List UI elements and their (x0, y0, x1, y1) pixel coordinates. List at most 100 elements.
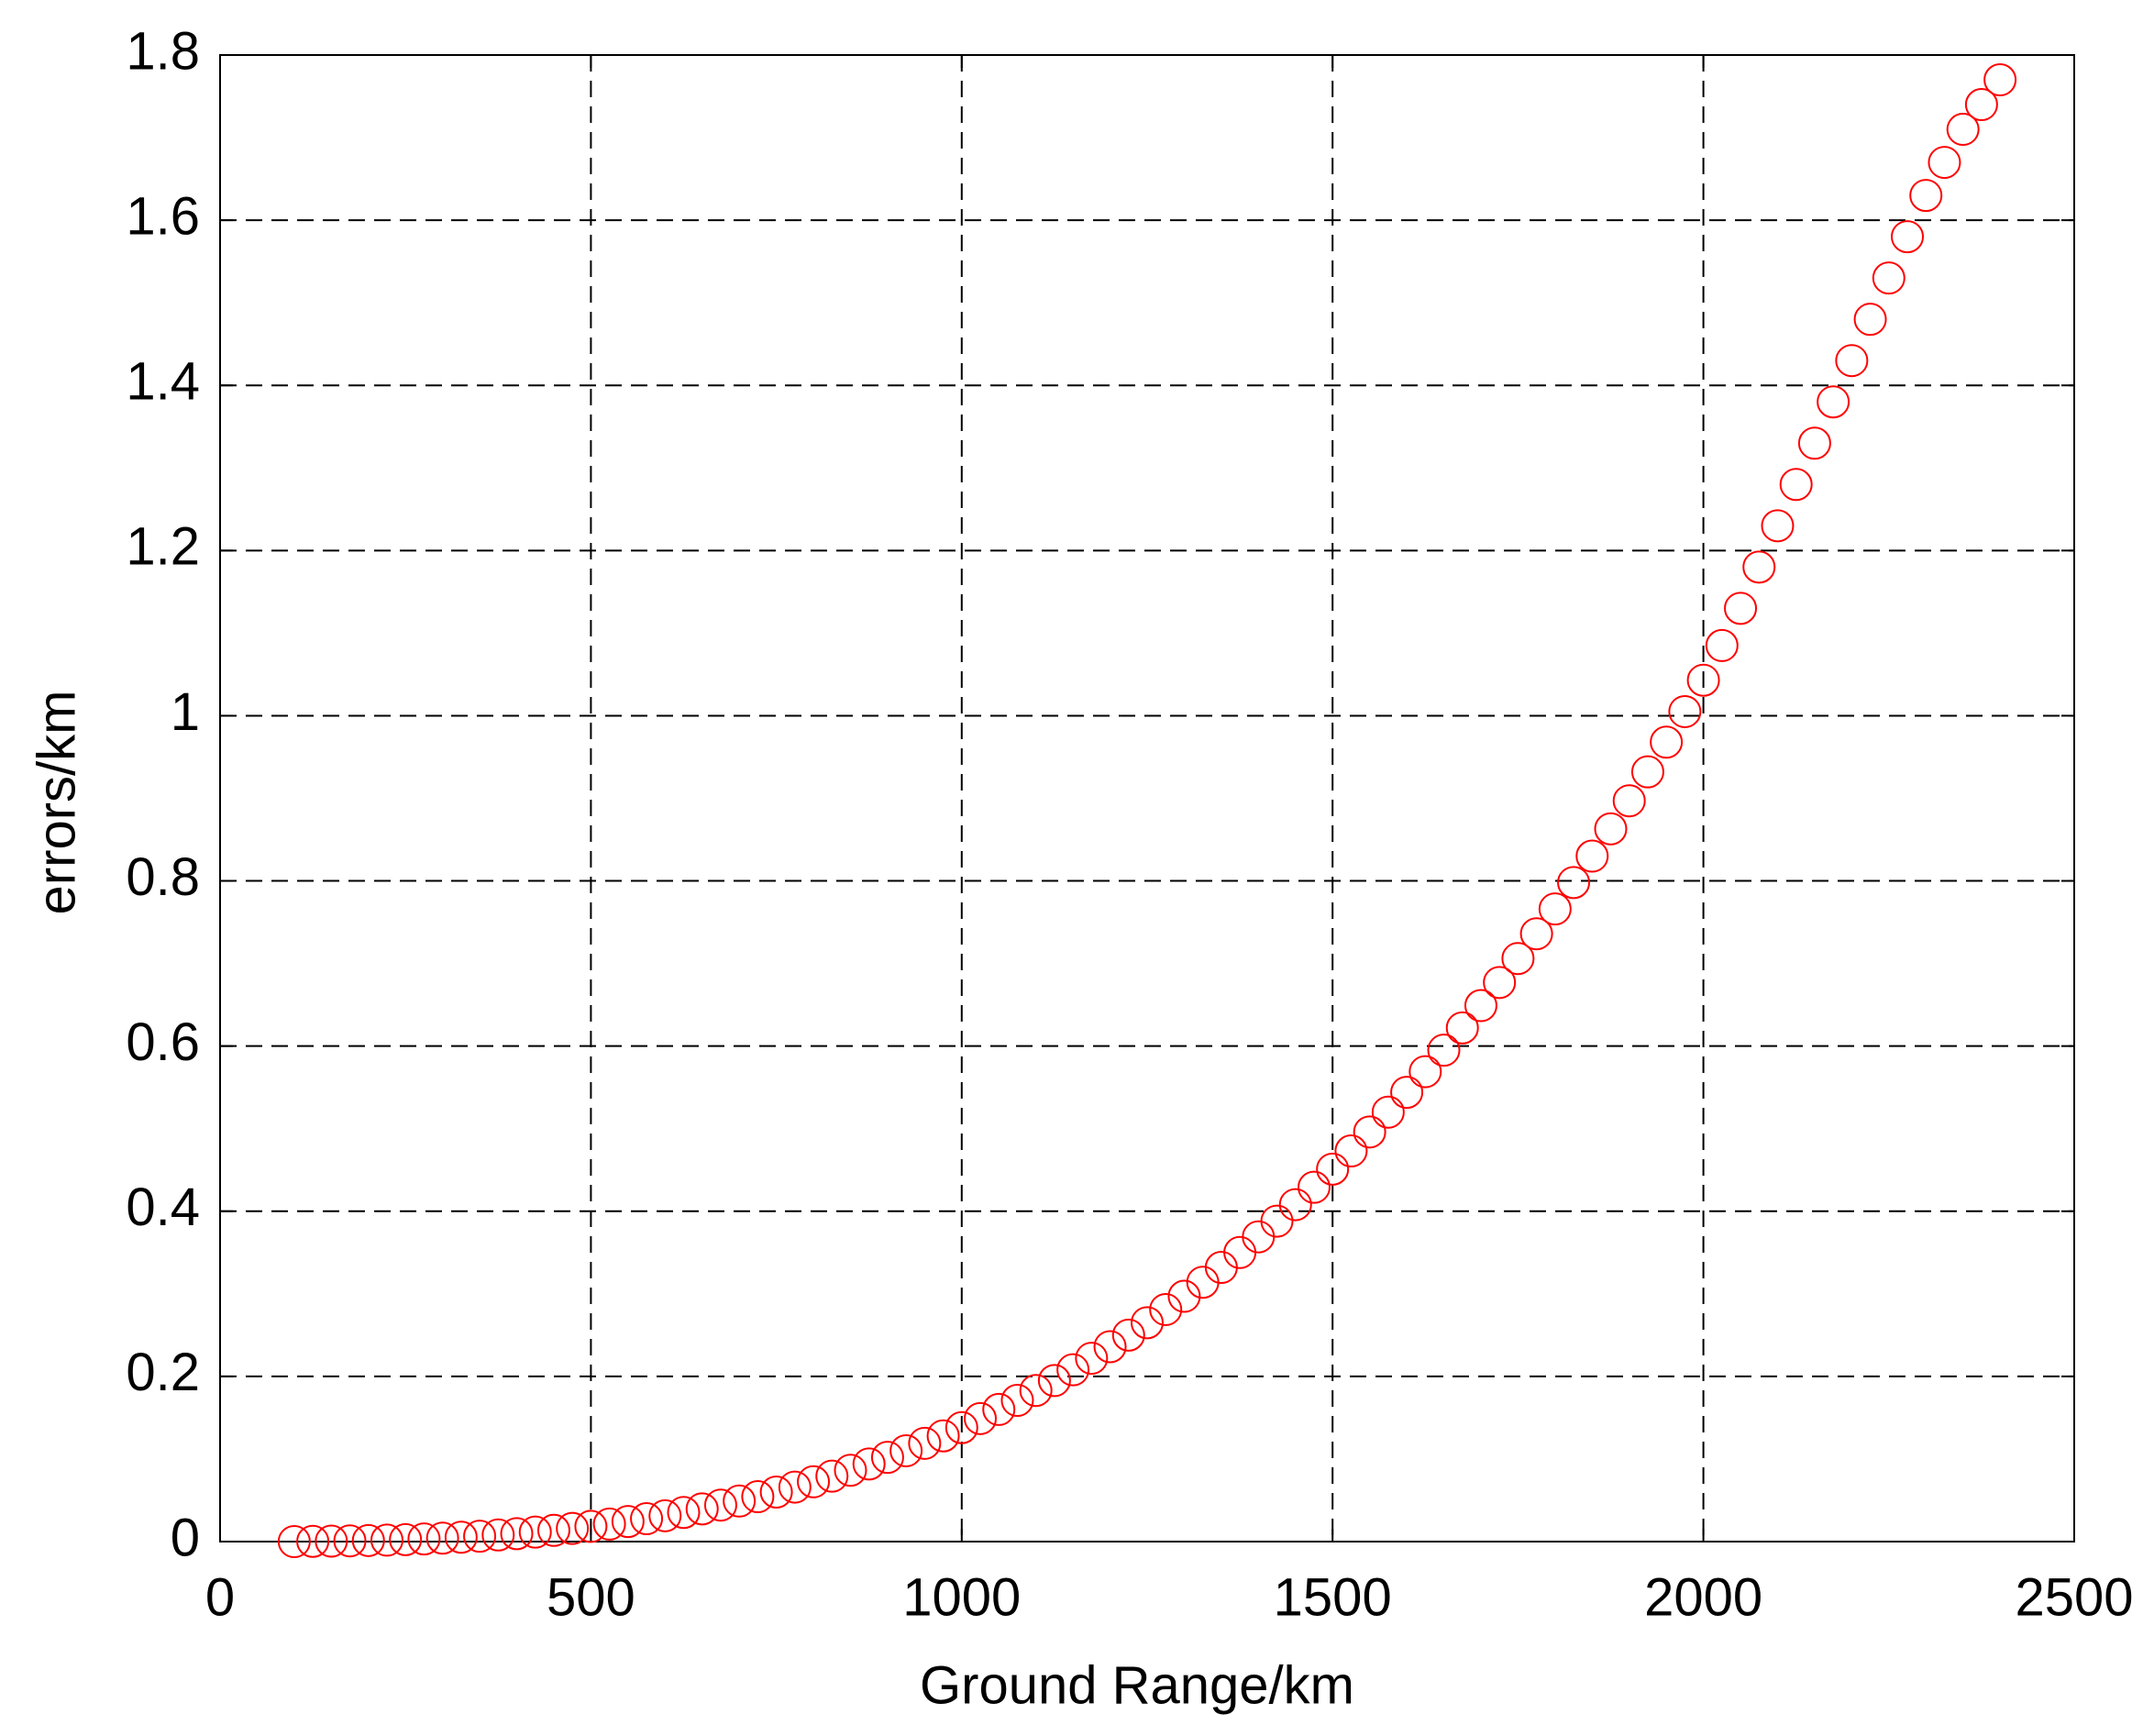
scatter-point (500, 1517, 534, 1551)
scatter-point (1928, 146, 1961, 180)
scatter-point (1983, 63, 2017, 97)
scatter-point (1630, 755, 1664, 789)
scatter-point (1075, 1342, 1109, 1376)
scatter-point (1612, 784, 1646, 818)
scatter-point (834, 1454, 867, 1487)
plot-frame (219, 54, 2075, 1542)
scatter-point (1037, 1364, 1071, 1398)
scatter-point (536, 1513, 570, 1547)
scatter-point (296, 1524, 330, 1558)
scatter-point (444, 1520, 478, 1554)
scatter-point (1909, 179, 1943, 213)
scatter-point (797, 1465, 831, 1498)
scatter-point (870, 1441, 904, 1475)
scatter-point (703, 1488, 737, 1522)
x-tick-label: 1000 (902, 1567, 1021, 1627)
scatter-point (667, 1496, 701, 1530)
scatter-point (1353, 1115, 1386, 1149)
x-tick-label: 2000 (1644, 1567, 1762, 1627)
scatter-point (1483, 966, 1517, 1000)
scatter-point (964, 1401, 998, 1435)
scatter-point (1131, 1306, 1164, 1340)
scatter-point (1519, 917, 1553, 951)
scatter-point (611, 1505, 645, 1539)
scatter-point (1056, 1353, 1090, 1387)
scatter-point (889, 1433, 923, 1467)
y-tick-label: 1.4 (126, 352, 200, 412)
scatter-point (685, 1492, 719, 1526)
scatter-point (574, 1509, 608, 1543)
scatter-point (1538, 892, 1572, 926)
y-tick-label: 1 (171, 682, 200, 742)
scatter-point (630, 1502, 664, 1536)
scatter-point (1853, 303, 1887, 337)
scatter-point (1316, 1152, 1350, 1186)
scatter-point (1575, 839, 1609, 873)
scatter-point (815, 1459, 849, 1493)
scatter-point (425, 1521, 459, 1555)
scatter-point (1946, 113, 1980, 147)
x-tick-label: 500 (547, 1567, 635, 1627)
scatter-point (481, 1518, 515, 1552)
scatter-point (1891, 220, 1925, 254)
scatter-point (852, 1447, 886, 1481)
scatter-point (1297, 1170, 1331, 1204)
scatter-point (1686, 663, 1720, 697)
scatter-point (1668, 694, 1702, 728)
scatter-point (1872, 261, 1905, 295)
y-tick-label: 0.2 (126, 1343, 200, 1402)
scatter-point (1817, 385, 1850, 419)
y-tick-label: 1.8 (126, 21, 200, 81)
scatter-point (407, 1522, 441, 1556)
scatter-point (1149, 1292, 1183, 1326)
scatter-point (1260, 1204, 1294, 1238)
scatter-point (778, 1470, 812, 1504)
y-tick-label: 1.2 (126, 517, 200, 577)
y-tick-label: 0.6 (126, 1012, 200, 1072)
scatter-point (1557, 866, 1591, 900)
scatter-point (1167, 1279, 1201, 1313)
y-tick-label: 0.4 (126, 1178, 200, 1237)
scatter-point (1779, 468, 1813, 502)
scatter-point (556, 1511, 590, 1545)
scatter-point (1594, 812, 1628, 846)
y-tick-label: 0 (171, 1508, 200, 1567)
scatter-point (723, 1484, 757, 1518)
scatter-point (389, 1522, 423, 1556)
x-tick-label: 0 (205, 1567, 235, 1627)
scatter-point (926, 1419, 960, 1453)
scatter-point (1334, 1134, 1368, 1168)
scatter-point (1464, 989, 1497, 1023)
scatter-point (1111, 1318, 1145, 1352)
y-tick-label: 0.8 (126, 847, 200, 907)
scatter-point (1019, 1374, 1053, 1408)
scatter-point (759, 1475, 793, 1509)
x-tick-label: 2500 (2015, 1567, 2133, 1627)
scatter-point (648, 1498, 682, 1532)
scatter-point (1278, 1188, 1312, 1222)
scatter-point (1835, 344, 1869, 378)
scatter-point (315, 1524, 348, 1558)
x-axis-label: Ground Range/km (920, 1655, 1354, 1715)
scatter-point (1742, 550, 1776, 584)
scatter-point (1371, 1095, 1405, 1129)
scatter-point (1724, 592, 1758, 625)
scatter-point (1390, 1076, 1424, 1110)
scatter-point (1964, 88, 1998, 122)
scatter-point (944, 1410, 978, 1444)
scatter-point (1445, 1011, 1479, 1045)
scatter-point (1650, 725, 1684, 759)
scatter-point (1408, 1055, 1442, 1089)
scatter-point (1427, 1034, 1461, 1067)
scatter-point (518, 1515, 552, 1549)
scatter-point (741, 1480, 775, 1514)
scatter-point (1093, 1330, 1127, 1364)
scatter-point (351, 1523, 385, 1557)
scatter-point (277, 1525, 311, 1558)
scatter-point (370, 1523, 403, 1557)
y-axis-label: errors/km (27, 691, 86, 915)
scatter-point (982, 1392, 1016, 1426)
scatter-point (908, 1426, 942, 1460)
